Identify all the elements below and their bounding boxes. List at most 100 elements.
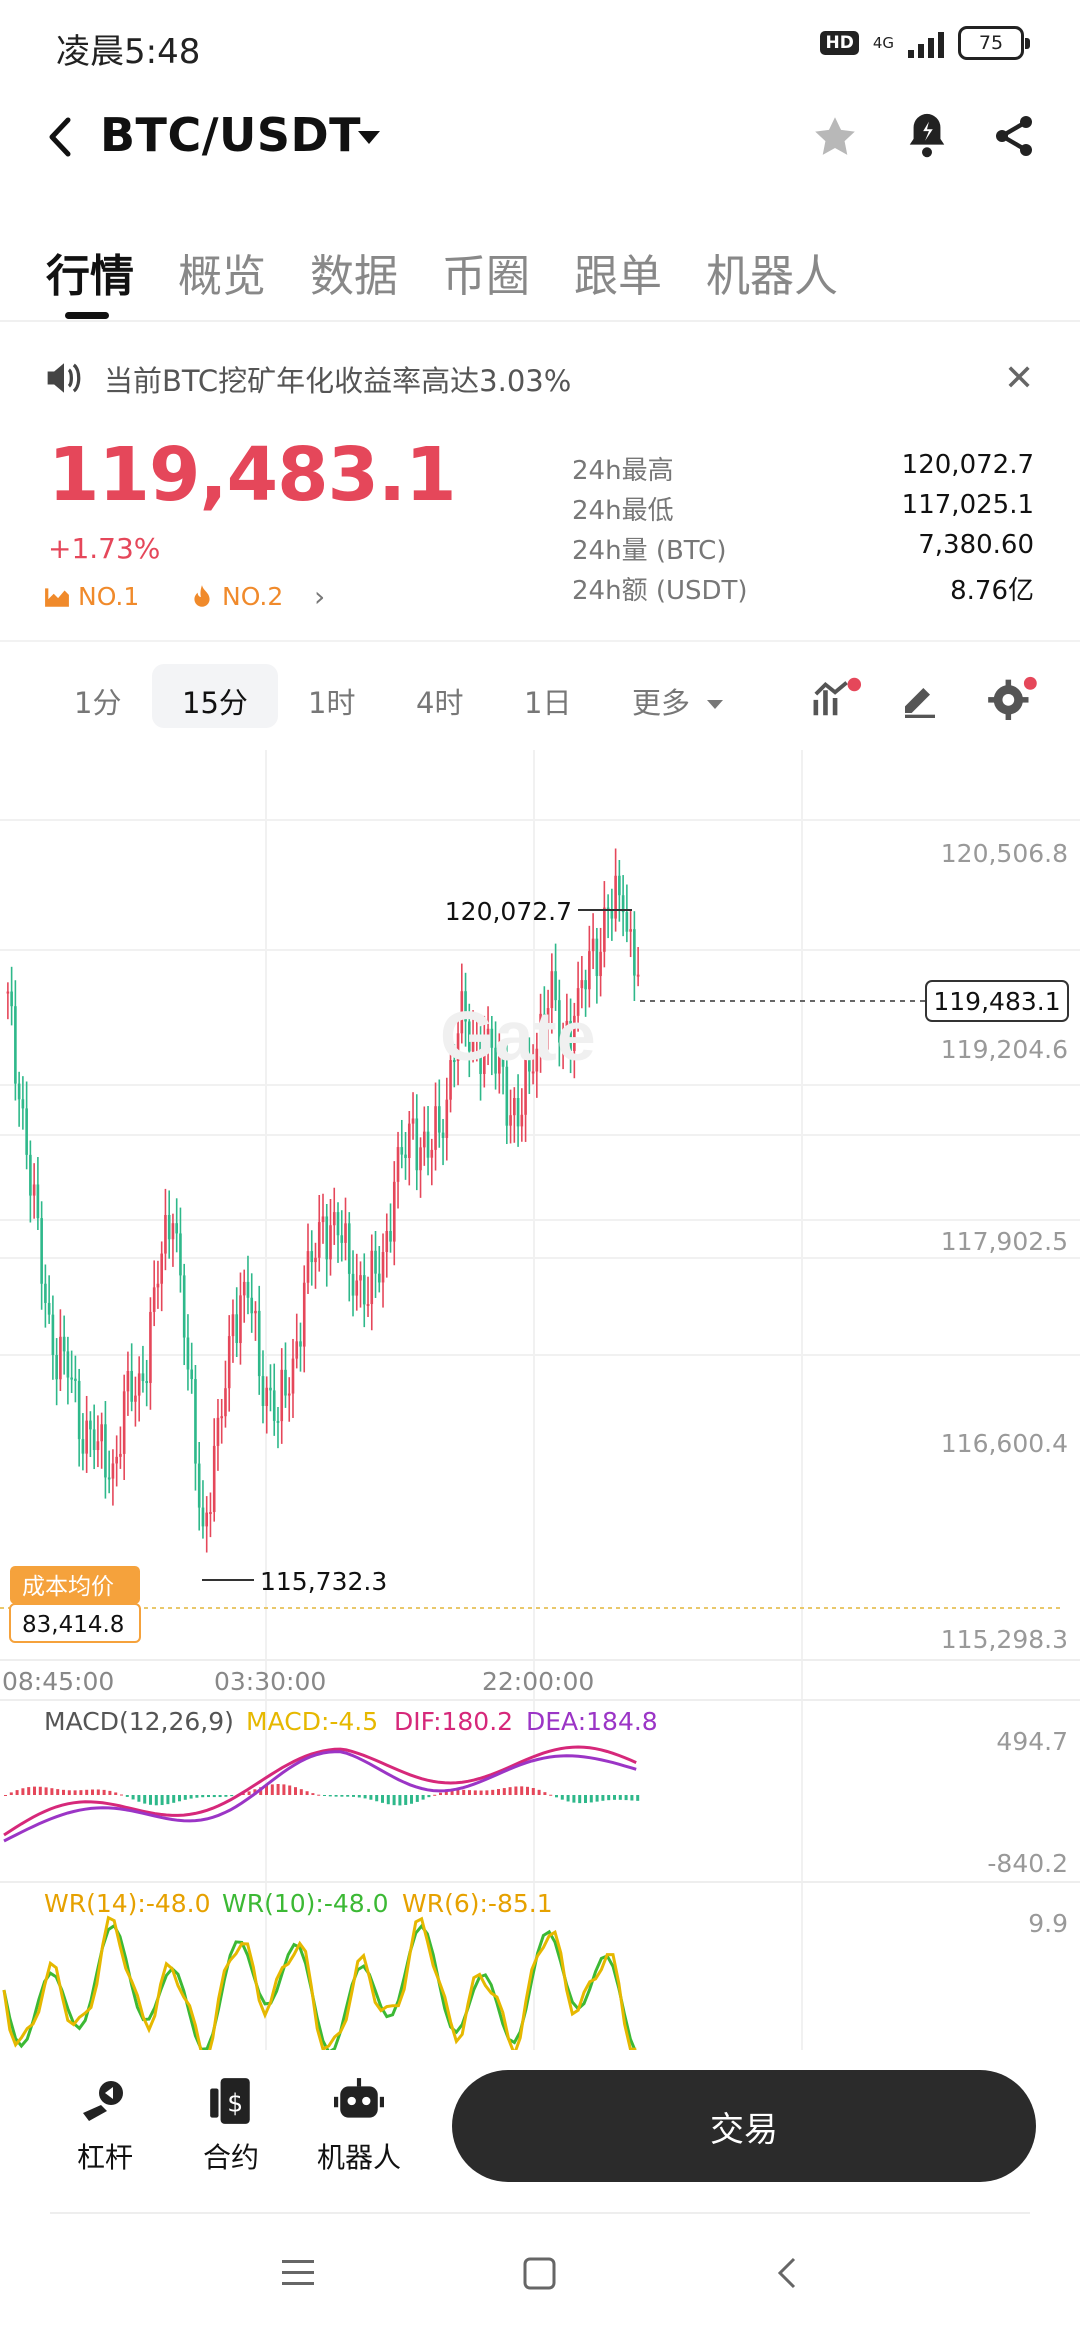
rank2-label: NO.2: [222, 582, 284, 611]
tab-data[interactable]: 数据: [310, 251, 398, 302]
candle-body: [595, 938, 599, 977]
settings-gear-icon[interactable]: [986, 676, 1038, 724]
caret-down-icon[interactable]: [358, 130, 380, 149]
macd-bar: [305, 1791, 309, 1795]
rank-badge-gainers[interactable]: NO.1: [44, 582, 139, 611]
pair-title[interactable]: BTC/USDT: [100, 108, 362, 162]
macd-bar: [485, 1790, 489, 1795]
macd-bar: [636, 1795, 640, 1801]
nav-back-icon[interactable]: [772, 2256, 802, 2294]
tab-community[interactable]: 币圈: [442, 251, 530, 302]
cost-label: 成本均价: [22, 1574, 114, 1600]
macd-bar: [404, 1795, 408, 1805]
candle-body: [284, 1369, 287, 1396]
chart-rank-icon: [45, 587, 69, 607]
indicator-icon[interactable]: [812, 676, 862, 724]
candle-body: [70, 1377, 73, 1380]
candle-body: [528, 1059, 531, 1072]
tab-bot[interactable]: 机器人: [706, 251, 838, 302]
speaker-icon: [44, 360, 84, 400]
macd-bar: [114, 1792, 118, 1795]
candle-body: [250, 1297, 254, 1314]
candle-body: [603, 907, 606, 952]
macd-bar: [91, 1789, 94, 1795]
macd-bar: [166, 1795, 170, 1805]
draw-tool-icon[interactable]: [900, 678, 940, 722]
macd-bar: [421, 1795, 425, 1800]
candlestick-chart[interactable]: Gate 120,506.8 119,204.6 117,902.5 116,6…: [0, 750, 1080, 2050]
macd-bar: [201, 1795, 205, 1798]
watermark: Gate: [440, 997, 596, 1075]
candle-body: [77, 1380, 81, 1440]
chevron-right-icon[interactable]: ›: [314, 580, 326, 613]
macd-dea: DEA:184.8: [526, 1707, 658, 1736]
macd-bar: [439, 1792, 442, 1795]
interval-4h[interactable]: 4时: [416, 686, 464, 720]
candle-body: [47, 1302, 51, 1315]
macd-bar: [143, 1795, 147, 1804]
interval-15m[interactable]: 15分: [182, 686, 248, 720]
macd-bar: [340, 1795, 344, 1797]
rank-badge-hot[interactable]: NO.2: [190, 582, 283, 611]
notice-text[interactable]: 当前BTC挖矿年化收益率高达3.03%: [104, 364, 572, 398]
alert-bell-icon[interactable]: [904, 110, 950, 164]
candle-body: [329, 1225, 332, 1260]
macd-bar: [79, 1790, 83, 1795]
tab-overview[interactable]: 概览: [178, 251, 266, 302]
candle-body: [74, 1378, 77, 1381]
divider: [0, 640, 1080, 642]
svg-text:$: $: [227, 2088, 243, 2117]
macd-bar: [566, 1795, 570, 1802]
tab-market[interactable]: 行情: [46, 251, 134, 302]
bot-button[interactable]: 机器人: [304, 2076, 414, 2176]
macd-bar: [543, 1792, 547, 1795]
candle-body: [231, 1314, 235, 1337]
macd-bar: [270, 1784, 274, 1795]
candle-body: [584, 980, 587, 990]
candle-body: [614, 875, 617, 919]
macd-bar: [334, 1795, 338, 1797]
tab-copy-trading[interactable]: 跟单: [574, 251, 662, 302]
candle-body: [224, 1388, 227, 1417]
macd-bar: [317, 1794, 321, 1796]
candle-body: [344, 1223, 347, 1243]
candle-body: [66, 1351, 70, 1378]
candle-body: [441, 1132, 445, 1138]
interval-1d[interactable]: 1日: [524, 686, 572, 720]
candle-body: [6, 991, 10, 994]
macd-dif: DIF:180.2: [394, 1707, 513, 1736]
macd-bar: [607, 1795, 611, 1801]
contract-button[interactable]: $ 合约: [176, 2076, 286, 2176]
home-icon[interactable]: [522, 2256, 558, 2294]
candle-body: [359, 1275, 362, 1281]
share-icon[interactable]: [990, 112, 1038, 164]
menu-icon[interactable]: [280, 2256, 316, 2294]
candle-body: [479, 1035, 482, 1074]
leverage-button[interactable]: 杠杆: [50, 2076, 160, 2176]
interval-1m[interactable]: 1分: [74, 686, 122, 720]
star-icon[interactable]: [810, 112, 860, 166]
wr10-line: [2, 1923, 637, 2050]
candles: [6, 848, 640, 1553]
macd-bar: [125, 1795, 129, 1797]
macd-bar: [363, 1795, 367, 1799]
interval-more[interactable]: 更多: [632, 680, 724, 722]
macd-dea-line: [3, 1750, 637, 1843]
close-icon[interactable]: ✕: [1004, 358, 1035, 399]
candle-body: [81, 1439, 85, 1454]
back-icon[interactable]: [44, 112, 78, 162]
candle-body: [216, 1417, 220, 1446]
candle-body: [400, 1147, 404, 1155]
candle-body: [280, 1369, 284, 1422]
macd-axis-bottom: -840.2: [987, 1849, 1068, 1878]
leverage-icon: [83, 2081, 123, 2121]
candle-body: [340, 1235, 344, 1243]
candle-body: [565, 1020, 569, 1039]
macd-bar: [601, 1795, 605, 1801]
interval-1h[interactable]: 1时: [308, 686, 356, 720]
candle-body: [490, 1028, 494, 1048]
candle-body: [396, 1147, 400, 1182]
candle-body: [580, 980, 584, 989]
trade-button[interactable]: 交易: [452, 2070, 1036, 2182]
candle-body: [156, 1283, 160, 1288]
